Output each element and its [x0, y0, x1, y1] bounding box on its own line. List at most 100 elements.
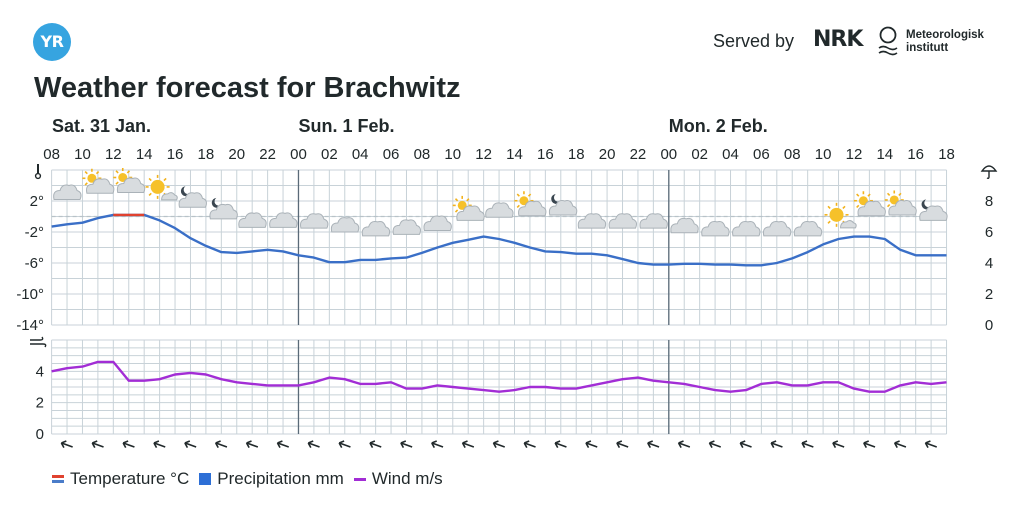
temp-ytick: 2° [30, 193, 44, 210]
wind-swatch [353, 477, 366, 481]
wind-direction-arrow [338, 440, 351, 448]
partly-cloudy-day-icon [884, 190, 917, 216]
partly-cloudy-day-icon [113, 168, 146, 193]
hour-label: 06 [383, 146, 400, 163]
cloud-icon [300, 213, 329, 229]
hour-label: 04 [722, 146, 739, 163]
wind-ytick: 2 [36, 395, 44, 412]
sun-cloud-icon [824, 202, 857, 229]
hour-label: 10 [444, 146, 461, 163]
temp-ytick: -10° [16, 286, 44, 303]
partly-cloudy-day-icon [853, 191, 886, 217]
wind-direction-arrow [924, 440, 938, 448]
hour-label: 08 [43, 146, 60, 163]
partly-cloudy-day-icon [452, 195, 485, 221]
hour-label: 16 [907, 146, 924, 163]
met-institute-logo[interactable]: Meteorologisk institutt [906, 29, 984, 55]
hour-label: 22 [259, 146, 276, 163]
cloud-icon [577, 213, 607, 229]
hour-label: 08 [414, 146, 431, 163]
wind-direction-arrow [801, 440, 814, 448]
hour-label: 18 [938, 146, 955, 163]
day-label: Sat. 31 Jan. [52, 116, 151, 136]
hour-label: 08 [784, 146, 801, 163]
met-line2: institutt [906, 42, 949, 54]
hour-label: 00 [290, 146, 307, 163]
partly-cloudy-day-icon [82, 168, 115, 194]
met-institute-icon[interactable] [877, 26, 899, 56]
yr-logo[interactable]: YR [33, 23, 71, 61]
served-by-label: Served by [713, 31, 795, 51]
precip-ytick: 0 [985, 317, 993, 334]
hour-label: 20 [599, 146, 616, 163]
wind-direction-arrow [184, 440, 197, 448]
precipitation-swatch [199, 473, 212, 485]
cloud-icon [732, 220, 761, 237]
cloud-icon [361, 220, 391, 237]
day-label: Sun. 1 Feb. [298, 116, 394, 136]
wind-direction-arrow [461, 440, 475, 448]
cloud-icon [608, 213, 637, 229]
hour-label: 04 [352, 146, 369, 163]
cloud-icon [701, 220, 730, 237]
wind-direction-arrow [585, 440, 598, 448]
hour-label: 14 [136, 146, 153, 163]
wind-icon [30, 336, 47, 348]
chart-legend: Temperature °C Precipitation mm Wind m/s [52, 469, 453, 489]
hour-label: 10 [815, 146, 832, 163]
hour-label: 22 [630, 146, 647, 163]
wind-direction-arrow [307, 440, 320, 448]
met-line1: Meteorologisk [906, 29, 984, 41]
partly-cloudy-night-icon [919, 199, 948, 221]
hour-label: 14 [506, 146, 523, 163]
wind-direction-arrow [832, 440, 845, 448]
hour-label: 02 [691, 146, 708, 163]
legend-temperature-label: Temperature °C [70, 469, 190, 488]
wind-ytick: 4 [36, 363, 44, 380]
hour-label: 06 [753, 146, 770, 163]
nrk-logo[interactable]: NRK [813, 27, 863, 52]
temperature-line [51, 213, 947, 267]
hour-label: 12 [846, 146, 863, 163]
hour-label: 18 [568, 146, 585, 163]
wind-direction-arrow [153, 440, 166, 448]
day-label: Mon. 2 Feb. [669, 116, 768, 136]
hour-label: 12 [105, 146, 122, 163]
wind-direction-arrow [554, 440, 567, 448]
wind-line [51, 360, 947, 393]
wind-direction-arrow [122, 440, 135, 448]
wind-direction-arrow [214, 440, 228, 448]
page-title: Weather forecast for Brachwitz [34, 72, 461, 104]
hour-label: 02 [321, 146, 338, 163]
cloud-icon [238, 212, 267, 228]
wind-direction-arrow [400, 440, 413, 448]
legend-precipitation-label: Precipitation mm [217, 469, 344, 488]
cloud-icon [423, 215, 452, 231]
wind-direction-arrow [276, 440, 290, 448]
precip-ytick: 4 [985, 255, 993, 272]
hour-label: 14 [876, 146, 893, 163]
hour-label: 16 [167, 146, 184, 163]
temperature-swatch [52, 475, 64, 483]
partly-cloudy-night-icon [548, 193, 578, 216]
hour-label: 10 [74, 146, 91, 163]
wind-direction-arrow [863, 440, 876, 448]
precip-ytick: 2 [985, 286, 993, 303]
precip-ytick: 8 [985, 193, 993, 210]
wind-direction-arrow [739, 440, 752, 448]
legend-wind-label: Wind m/s [371, 469, 443, 488]
wind-direction-arrow [91, 440, 104, 448]
wind-direction-arrow [677, 440, 691, 448]
precip-ytick: 6 [985, 224, 993, 241]
temp-ytick: -2° [25, 224, 44, 241]
sun-cloud-icon [145, 174, 178, 201]
wind-direction-arrow [770, 440, 783, 448]
partly-cloudy-night-icon [209, 197, 238, 220]
wind-direction-arrow [431, 440, 444, 448]
wind-ytick: 0 [36, 426, 44, 443]
cloud-icon [485, 202, 514, 218]
cloud-icon [330, 217, 360, 233]
wind-direction-arrow [60, 440, 73, 448]
hour-label: 00 [660, 146, 677, 163]
